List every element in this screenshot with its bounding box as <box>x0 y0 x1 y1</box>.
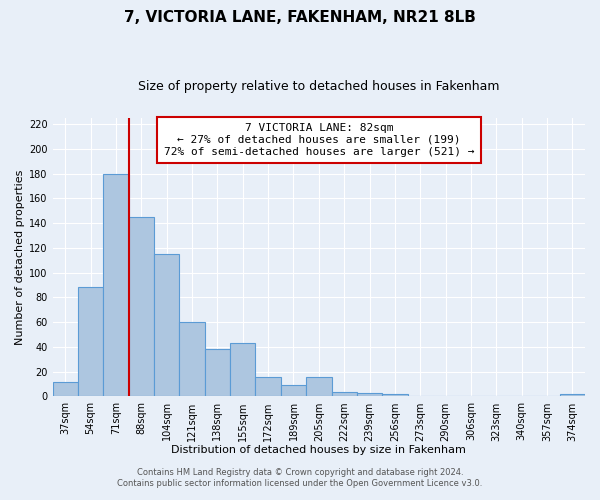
Bar <box>306 376 332 396</box>
Bar <box>560 394 585 396</box>
Bar <box>256 376 281 396</box>
Title: Size of property relative to detached houses in Fakenham: Size of property relative to detached ho… <box>138 80 500 93</box>
Bar <box>129 217 154 396</box>
Bar <box>53 382 78 396</box>
Bar <box>382 394 407 396</box>
Y-axis label: Number of detached properties: Number of detached properties <box>15 170 25 345</box>
Bar <box>103 174 129 396</box>
Bar <box>357 393 382 396</box>
Bar <box>332 392 357 396</box>
Bar <box>179 322 205 396</box>
Bar <box>154 254 179 396</box>
X-axis label: Distribution of detached houses by size in Fakenham: Distribution of detached houses by size … <box>172 445 466 455</box>
Bar <box>230 343 256 396</box>
Text: 7 VICTORIA LANE: 82sqm
← 27% of detached houses are smaller (199)
72% of semi-de: 7 VICTORIA LANE: 82sqm ← 27% of detached… <box>164 124 474 156</box>
Text: 7, VICTORIA LANE, FAKENHAM, NR21 8LB: 7, VICTORIA LANE, FAKENHAM, NR21 8LB <box>124 10 476 25</box>
Bar <box>281 386 306 396</box>
Text: Contains HM Land Registry data © Crown copyright and database right 2024.
Contai: Contains HM Land Registry data © Crown c… <box>118 468 482 487</box>
Bar <box>205 350 230 397</box>
Bar <box>78 288 103 397</box>
